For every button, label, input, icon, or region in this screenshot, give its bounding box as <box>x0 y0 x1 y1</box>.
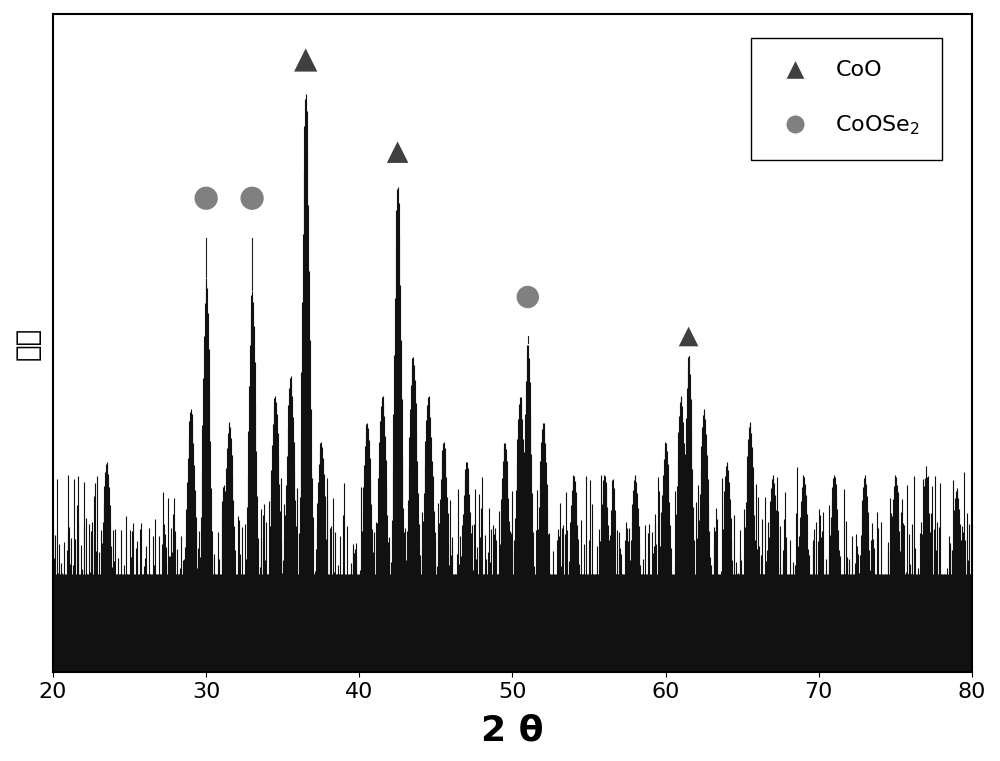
Y-axis label: 强度: 强度 <box>14 326 42 360</box>
Point <box>390 146 406 158</box>
Point <box>198 192 214 204</box>
Point <box>298 54 314 66</box>
Point <box>244 192 260 204</box>
Point <box>681 330 697 342</box>
Bar <box>53 588 972 672</box>
Legend: CoO, CoOSe$_2$: CoO, CoOSe$_2$ <box>751 38 942 160</box>
Point <box>520 291 536 303</box>
X-axis label: 2 θ: 2 θ <box>481 713 544 747</box>
